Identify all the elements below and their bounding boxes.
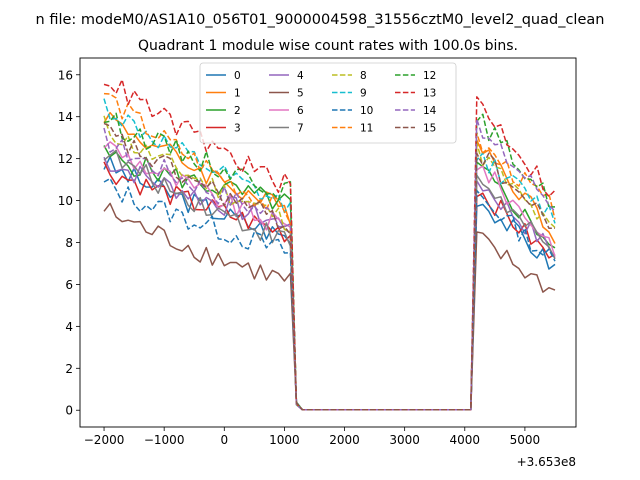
series-line-15: [103, 122, 555, 411]
legend-label-12: 12: [423, 70, 436, 82]
x-offset-label: +3.653e8: [517, 455, 576, 469]
legend-box: [199, 62, 457, 144]
legend-label-13: 13: [423, 88, 436, 100]
x-tick-label: 3000: [389, 433, 420, 447]
legend-label-9: 9: [360, 88, 367, 100]
legend-label-15: 15: [423, 123, 436, 135]
series-layer: [103, 78, 556, 411]
legend-label-3: 3: [234, 123, 241, 135]
legend-label-11: 11: [360, 123, 373, 135]
x-tick-label: 0: [220, 433, 228, 447]
x-tick-label: 2000: [329, 433, 360, 447]
legend-label-10: 10: [360, 105, 373, 117]
legend-label-4: 4: [297, 70, 304, 82]
legend-label-2: 2: [234, 105, 241, 117]
y-tick-label: 6: [65, 278, 73, 292]
y-tick-label: 12: [58, 152, 73, 166]
legend-label-5: 5: [297, 88, 304, 100]
y-tick-label: 16: [58, 68, 73, 82]
y-tick-label: 8: [65, 236, 73, 250]
legend-label-8: 8: [360, 70, 367, 82]
series-line-8: [103, 115, 556, 411]
series-line-3: [103, 161, 556, 411]
x-tick-label: 4000: [450, 433, 481, 447]
legend-label-7: 7: [297, 123, 304, 135]
series-line-4: [103, 156, 556, 411]
series-line-0: [103, 156, 556, 411]
y-tick-label: 14: [58, 110, 73, 124]
legend-label-6: 6: [297, 105, 304, 117]
series-line-7: [103, 149, 556, 411]
x-tick-label: 1000: [269, 433, 300, 447]
y-tick-label: 2: [65, 362, 73, 376]
legend-label-14: 14: [423, 105, 437, 117]
axis-ticks: −2000 −1000 0 1000 2000 3000 4000 5000024681012…: [58, 68, 540, 447]
series-line-10: [103, 177, 556, 411]
y-tick-label: 0: [65, 404, 73, 418]
chart-title: Quadrant 1 module wise count rates with …: [138, 38, 518, 54]
chart-suptitle: n file: modeM0/AS1A10_056T01_9000004598_…: [36, 12, 605, 28]
y-tick-label: 10: [58, 194, 73, 208]
y-tick-label: 4: [65, 320, 73, 334]
legend-label-0: 0: [234, 70, 241, 82]
x-tick-label: −2000: [84, 433, 125, 447]
x-tick-label: −1000: [144, 433, 185, 447]
series-line-6: [103, 141, 556, 411]
x-tick-label: 5000: [510, 433, 541, 447]
series-line-5: [103, 202, 556, 411]
legend-label-1: 1: [234, 88, 241, 100]
